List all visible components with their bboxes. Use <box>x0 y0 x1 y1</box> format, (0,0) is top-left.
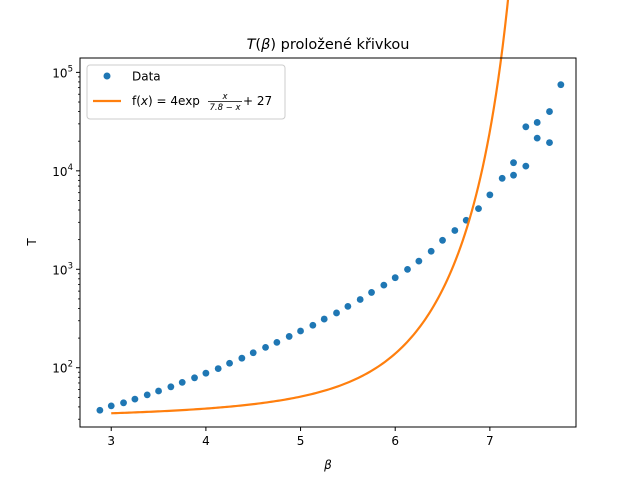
data-point <box>107 402 115 410</box>
y-axis: 102 103 104 105 <box>52 64 80 420</box>
data-point <box>155 387 162 395</box>
data-point <box>486 191 494 199</box>
plot-area <box>96 0 565 415</box>
data-point <box>522 162 530 170</box>
data-point <box>546 108 553 115</box>
data-point <box>546 139 553 146</box>
data-point <box>451 227 459 234</box>
data-point <box>333 309 340 317</box>
data-point <box>439 236 446 244</box>
data-point <box>262 343 269 351</box>
legend-fit-fraction-den: 7.8 − x <box>209 103 241 113</box>
data-point <box>120 399 127 407</box>
data-point <box>96 406 104 414</box>
data-point <box>320 315 328 323</box>
data-point <box>356 296 364 303</box>
legend-data-marker <box>103 72 111 80</box>
fit-curve <box>111 0 510 415</box>
data-point <box>522 123 530 131</box>
y-tick-label: 103 <box>52 261 73 277</box>
data-point <box>427 247 435 255</box>
data-point <box>238 354 246 362</box>
y-tick-label: 105 <box>52 64 73 80</box>
data-point <box>309 321 317 329</box>
data-point <box>368 289 375 296</box>
data-point <box>167 383 175 391</box>
data-point <box>249 349 257 357</box>
data-point <box>533 134 541 142</box>
x-axis-label: β <box>323 458 332 472</box>
data-point <box>498 174 506 182</box>
data-point <box>391 274 399 282</box>
legend-fit-fraction-num: x <box>221 92 228 102</box>
data-point <box>202 369 210 377</box>
data-point <box>415 257 423 265</box>
x-axis: 3 4 5 6 7 <box>107 427 494 448</box>
y-axis-label: T <box>25 238 39 247</box>
data-point <box>510 171 517 179</box>
data-point <box>557 81 565 89</box>
data-point <box>475 205 482 213</box>
data-point <box>191 374 198 382</box>
x-tick-label: 7 <box>486 434 494 448</box>
data-point <box>143 391 151 399</box>
data-point <box>404 265 411 273</box>
y-tick-label: 104 <box>52 163 73 179</box>
data-point <box>131 395 139 403</box>
data-point <box>297 327 304 335</box>
legend-box <box>86 64 286 120</box>
legend-fit-label: f(x) = 4exp <box>132 94 200 108</box>
y-tick-label: 102 <box>52 360 73 376</box>
plot-frame <box>79 57 577 428</box>
x-tick-label: 6 <box>391 434 399 448</box>
data-point <box>533 119 541 126</box>
legend-data-label: Data <box>132 70 161 84</box>
chart-title: T(β) proložené křivkou <box>247 37 410 53</box>
x-tick-label: 3 <box>107 434 115 448</box>
data-point <box>214 365 222 372</box>
x-tick-label: 4 <box>202 434 210 448</box>
data-point <box>285 333 293 340</box>
data-point <box>226 359 233 367</box>
data-point <box>273 338 281 346</box>
data-point <box>344 302 352 310</box>
legend-fit-suffix: + 27 <box>243 94 272 108</box>
x-tick-label: 5 <box>297 434 305 448</box>
data-point <box>178 378 186 386</box>
legend: Data f(x) = 4exp x 7.8 − x + 27 <box>86 64 286 120</box>
data-point <box>510 159 517 167</box>
data-point <box>380 281 388 289</box>
